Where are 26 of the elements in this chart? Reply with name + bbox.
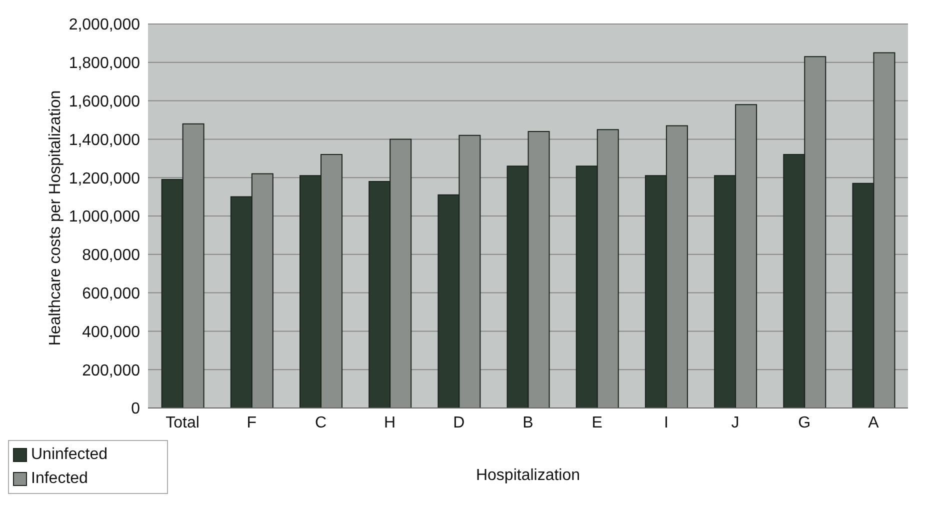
x-tick-label: B <box>522 414 534 432</box>
y-tick-label: 1,400,000 <box>68 132 140 149</box>
x-tick-label: Total <box>166 414 200 432</box>
y-tick-label: 1,200,000 <box>68 170 140 188</box>
x-tick-label: C <box>314 414 327 432</box>
legend-label: Uninfected <box>31 445 108 465</box>
x-tick-label: G <box>798 414 811 432</box>
x-tick-label: D <box>453 414 465 432</box>
x-tick-label: E <box>592 414 602 432</box>
y-tick-label: 1,800,000 <box>68 55 140 72</box>
y-axis-title: Healthcare costs per Hospitalization <box>47 90 65 346</box>
y-tick-label: 2,000,000 <box>68 16 140 34</box>
x-tick-label: H <box>384 414 396 432</box>
x-tick-label: A <box>868 414 880 432</box>
y-tick-label: 800,000 <box>82 247 140 264</box>
x-tick-label: F <box>246 414 257 432</box>
legend-label: Infected <box>31 469 88 489</box>
y-tick-label: 1,000,000 <box>68 208 140 226</box>
x-tick-label: J <box>731 414 740 432</box>
y-tick-label: 200,000 <box>82 362 140 380</box>
x-tick-label: I <box>664 414 668 432</box>
y-tick-label: 1,600,000 <box>68 93 140 110</box>
y-tick-label: 400,000 <box>82 324 140 341</box>
y-tick-label: 0 <box>131 400 140 418</box>
y-tick-label: 600,000 <box>82 285 140 302</box>
x-axis-title: Hospitalization <box>476 467 580 484</box>
